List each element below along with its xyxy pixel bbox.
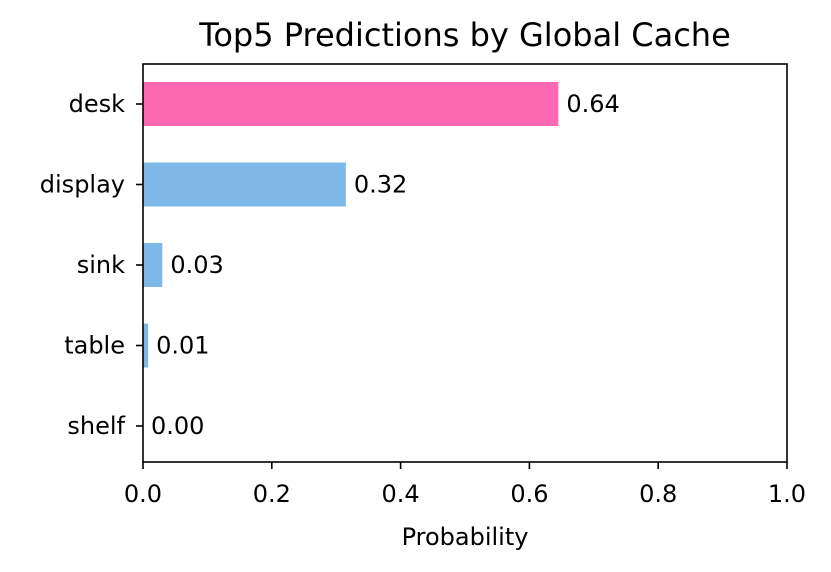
y-axis: desk display sink table shelf	[40, 90, 143, 440]
x-axis: 0.0 0.2 0.4 0.6 0.8 1.0	[124, 462, 806, 508]
data-labels-layer: 0.64 0.32 0.03 0.01 0.00	[151, 90, 620, 440]
data-label-desk: 0.64	[566, 90, 619, 118]
bars-layer	[143, 82, 559, 368]
x-tick-label-1: 0.2	[253, 480, 291, 508]
y-tick-label-desk: desk	[69, 90, 126, 118]
data-label-table: 0.01	[156, 332, 209, 360]
plot-area-frame	[142, 63, 788, 463]
x-tick-label-5: 1.0	[768, 480, 806, 508]
data-label-display: 0.32	[354, 171, 407, 199]
bar-display	[143, 162, 346, 207]
x-tick-label-3: 0.6	[510, 480, 548, 508]
data-label-shelf: 0.00	[151, 412, 204, 440]
chart-title: Top5 Predictions by Global Cache	[198, 16, 731, 54]
bar-sink	[143, 243, 163, 287]
x-axis-label: Probability	[402, 523, 529, 551]
bar-table	[143, 323, 149, 368]
y-tick-label-sink: sink	[77, 251, 125, 279]
data-label-sink: 0.03	[170, 251, 223, 279]
bar-desk	[143, 82, 559, 126]
x-tick-label-4: 0.8	[639, 480, 677, 508]
x-tick-label-0: 0.0	[124, 480, 162, 508]
y-tick-label-shelf: shelf	[67, 412, 125, 440]
x-tick-label-2: 0.4	[382, 480, 420, 508]
y-tick-label-table: table	[64, 332, 125, 360]
y-tick-label-display: display	[40, 171, 125, 199]
